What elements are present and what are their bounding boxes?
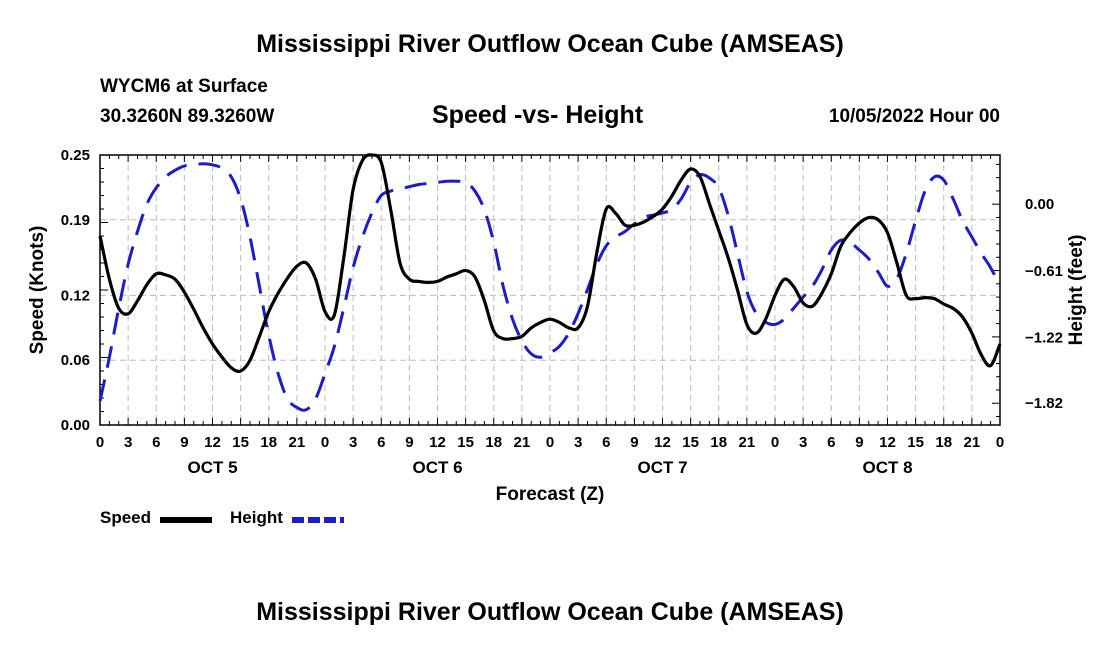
y-tick-label: 0.00 [61,417,90,434]
series-line-speed [98,153,1002,373]
station-coords: 30.3260N 89.3260W [100,106,275,127]
x-tick-label: 12 [879,434,896,451]
legend-height-label: Height [230,508,283,527]
y-tick-label: 0.12 [61,287,90,304]
x-tick-label: 9 [405,434,413,451]
x-tick-label: 12 [429,434,446,451]
x-tick-label: 3 [799,434,807,451]
y2-tick-label: 0.00 [1025,196,1054,213]
x-tick-label: 6 [827,434,835,451]
page-title: Mississippi River Outflow Ocean Cube (AM… [256,30,844,58]
x-tick-label: 3 [124,434,132,451]
x-tick-label: 15 [907,434,924,451]
x-tick-label: 9 [855,434,863,451]
x-tick-label: 3 [349,434,357,451]
x-tick-label: 15 [232,434,249,451]
x-tick-label: 0 [771,434,779,451]
x-tick-label: 18 [935,434,952,451]
y2-tick-label: −1.82 [1025,395,1063,412]
x-tick-label: 6 [602,434,610,451]
x-tick-label: 18 [710,434,727,451]
y-axis-label: Speed (Knots) [27,226,48,355]
y2-tick-label: −0.61 [1025,263,1063,280]
x-tick-label: 15 [682,434,699,451]
x-tick-label: 0 [96,434,104,451]
day-label: OCT 5 [187,458,237,477]
x-tick-label: 12 [204,434,221,451]
x-tick-label: 15 [457,434,474,451]
forecast-datetime: 10/05/2022 Hour 00 [828,106,1000,127]
day-label: OCT 6 [412,458,462,477]
x-tick-label: 0 [996,434,1004,451]
footer-title: Mississippi River Outflow Ocean Cube (AM… [256,598,844,626]
x-tick-label: 0 [321,434,329,451]
x-tick-label: 21 [514,434,531,451]
x-tick-label: 9 [630,434,638,451]
y2-tick-label: −1.22 [1025,330,1063,347]
x-tick-label: 9 [180,434,188,451]
x-tick-label: 21 [739,434,756,451]
x-tick-label: 21 [289,434,306,451]
y-tick-label: 0.19 [61,212,90,229]
x-axis-label: Forecast (Z) [496,484,605,505]
x-tick-label: 12 [654,434,671,451]
x-tick-label: 18 [260,434,277,451]
x-tick-label: 3 [574,434,582,451]
x-tick-label: 0 [546,434,554,451]
station-label: WYCM6 at Surface [100,76,268,97]
y-tick-label: 0.06 [61,352,90,369]
legend-speed-label: Speed [100,508,152,527]
day-label: OCT 8 [862,458,912,477]
plot-title: Speed -vs- Height [432,101,644,129]
y2-axis-label: Height (feet) [1066,235,1087,346]
x-tick-label: 18 [485,434,502,451]
day-label: OCT 7 [637,458,687,477]
y-tick-label: 0.25 [61,147,90,164]
x-tick-label: 6 [377,434,385,451]
x-tick-label: 21 [964,434,981,451]
x-tick-label: 6 [152,434,160,451]
